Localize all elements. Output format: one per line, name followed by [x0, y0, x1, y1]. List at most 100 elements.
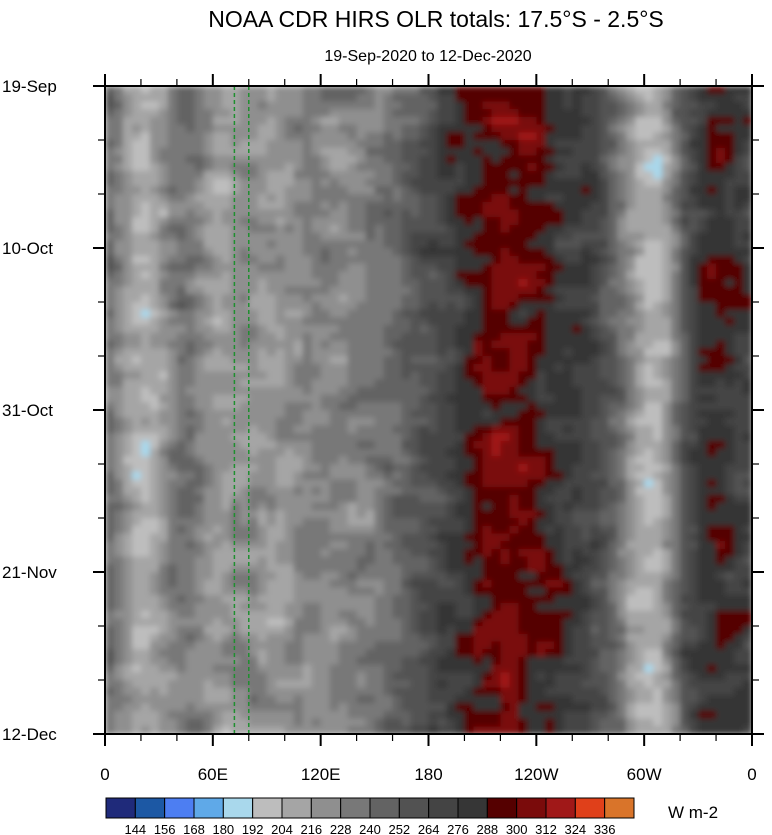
heatmap-cell [419, 348, 430, 357]
heatmap-cell [167, 271, 178, 280]
heatmap-cell [230, 201, 241, 211]
heatmap-cell [644, 595, 654, 604]
heatmap-cell [437, 194, 448, 203]
heatmap-cell [473, 201, 484, 211]
heatmap-cell [194, 433, 205, 442]
heatmap-cell [446, 541, 457, 550]
heatmap-cell [284, 163, 295, 172]
heatmap-cell [644, 255, 654, 265]
heatmap-cell [518, 456, 528, 465]
heatmap-cell [590, 425, 600, 434]
heatmap-cell [383, 564, 394, 573]
heatmap-cell [167, 147, 178, 157]
heatmap-cell [734, 564, 744, 573]
heatmap-cell [698, 572, 708, 581]
heatmap-cell [608, 464, 618, 473]
heatmap-cell [626, 317, 636, 326]
heatmap-cell [203, 155, 214, 164]
heatmap-cell [536, 579, 546, 589]
heatmap-cell [338, 147, 349, 157]
heatmap-cell [599, 348, 609, 357]
heatmap-cell [203, 425, 214, 434]
heatmap-cell [428, 518, 439, 527]
heatmap-cell [644, 425, 654, 434]
heatmap-cell [509, 587, 519, 596]
heatmap-cell [518, 255, 528, 265]
heatmap-cell [680, 548, 690, 558]
heatmap-cell [284, 201, 295, 211]
heatmap-cell [365, 464, 376, 473]
heatmap-cell [482, 487, 493, 496]
heatmap-cell [437, 302, 448, 311]
heatmap-cell [401, 417, 412, 427]
heatmap-cell [716, 186, 726, 195]
heatmap-cell [230, 525, 241, 535]
heatmap-cell [302, 224, 313, 234]
heatmap-cell [455, 325, 466, 334]
heatmap-cell [302, 147, 313, 157]
heatmap-cell [617, 93, 627, 103]
heatmap-cell [230, 464, 241, 473]
heatmap-cell [392, 124, 403, 133]
heatmap-cell [581, 332, 591, 342]
heatmap-cell [581, 201, 591, 211]
heatmap-cell [176, 201, 187, 211]
heatmap-cell [329, 425, 340, 434]
heatmap-cell [347, 602, 358, 612]
heatmap-cell [482, 317, 493, 326]
heatmap-cell [105, 155, 115, 164]
heatmap-cell [158, 217, 169, 226]
heatmap-cell [140, 417, 151, 427]
heatmap-cell [221, 464, 232, 473]
heatmap-cell [113, 116, 124, 126]
heatmap-cell [257, 317, 268, 326]
heatmap-cell [374, 394, 385, 403]
heatmap-cell [347, 294, 358, 303]
heatmap-cell [743, 224, 752, 234]
heatmap-cell [491, 332, 501, 342]
heatmap-cell [365, 86, 376, 95]
heatmap-cell [482, 456, 493, 465]
heatmap-cell [374, 309, 385, 319]
heatmap-cell [671, 417, 681, 427]
heatmap-cell [608, 109, 618, 118]
heatmap-cell [590, 325, 600, 334]
heatmap-cell [590, 340, 600, 349]
heatmap-cell [545, 86, 555, 95]
heatmap-cell [662, 448, 672, 457]
heatmap-cell [635, 410, 645, 419]
heatmap-cell [374, 510, 385, 519]
heatmap-cell [131, 255, 142, 265]
heatmap-cell [257, 309, 268, 319]
heatmap-cell [617, 317, 627, 326]
heatmap-cell [608, 479, 618, 488]
heatmap-cell [320, 325, 331, 334]
heatmap-cell [626, 564, 636, 573]
heatmap-cell [374, 163, 385, 172]
heatmap-cell [131, 379, 142, 388]
heatmap-cell [356, 194, 367, 203]
heatmap-cell [590, 379, 600, 388]
heatmap-cell [266, 410, 277, 419]
heatmap-cell [221, 541, 232, 550]
heatmap-cell [248, 116, 259, 126]
heatmap-cell [239, 440, 250, 450]
heatmap-cell [437, 433, 448, 442]
heatmap-cell [437, 232, 448, 241]
heatmap-cell [113, 440, 124, 450]
heatmap-cell [545, 402, 555, 411]
heatmap-cell [356, 302, 367, 311]
heatmap-cell [491, 386, 501, 396]
heatmap-cell [248, 402, 259, 411]
heatmap-cell [401, 356, 412, 365]
heatmap-cell [437, 494, 448, 504]
heatmap-cell [311, 379, 322, 388]
heatmap-cell [113, 101, 124, 110]
heatmap-cell [320, 240, 331, 249]
heatmap-cell [509, 286, 519, 295]
heatmap-cell [239, 533, 250, 542]
heatmap-cell [572, 464, 582, 473]
heatmap-cell [293, 178, 304, 187]
heatmap-cell [689, 610, 699, 619]
heatmap-cell [680, 541, 690, 550]
